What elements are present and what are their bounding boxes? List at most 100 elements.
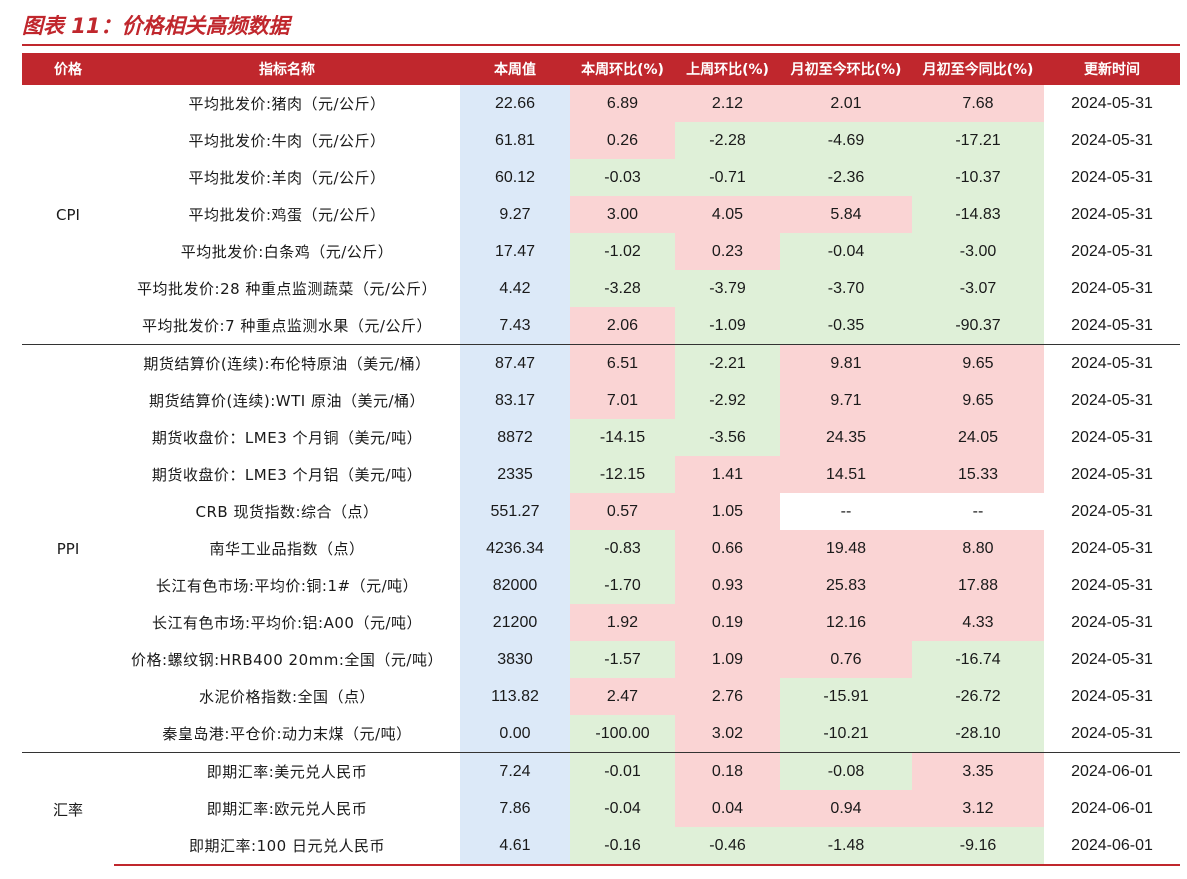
prev-wow-cell: 3.02 xyxy=(675,715,780,753)
indicator-name-cell: 平均批发价:7 种重点监测水果（元/公斤） xyxy=(142,317,432,335)
table-row: 期货收盘价：LME3 个月铜（美元/吨） 8872 -14.15 -3.56 24.35… xyxy=(22,419,1180,456)
mtd-mom-cell: 2.01 xyxy=(780,85,912,122)
header-prev-wow: 上周环比(%) xyxy=(675,53,780,85)
mtd-yoy-cell: -17.21 xyxy=(912,122,1044,159)
mtd-mom-cell: -0.08 xyxy=(780,752,912,790)
week-value-cell: 4.61 xyxy=(460,827,570,866)
table-row: 汇率 即期汇率:美元兑人民币 7.24 -0.01 0.18 -0.08 3.35 2024-… xyxy=(22,752,1180,865)
wow-cell: -0.83 xyxy=(570,530,675,567)
table-row: 平均批发价:羊肉（元/公斤） 60.12 -0.03 -0.71 -2.36 -10.37… xyxy=(22,159,1180,196)
wow-cell: 3.00 xyxy=(570,196,675,233)
updated-date-cell: 2024-05-31 xyxy=(1071,391,1153,409)
week-value-cell: 4.42 xyxy=(460,270,570,307)
mtd-mom-cell: -15.91 xyxy=(780,678,912,715)
indicator-name-cell: 平均批发价:猪肉（元/公斤） xyxy=(188,95,386,113)
indicator-name-cell: 长江有色市场:平均价:铜:1#（元/吨） xyxy=(155,577,419,595)
updated-date-cell: 2024-05-31 xyxy=(1071,465,1153,483)
mtd-yoy-cell: -16.74 xyxy=(912,641,1044,678)
mtd-yoy-cell: 8.80 xyxy=(912,530,1044,567)
week-value-cell: 551.27 xyxy=(460,493,570,530)
updated-date-cell: 2024-05-31 xyxy=(1071,316,1153,334)
indicator-name-cell: 秦皇岛港:平仓价:动力末煤（元/吨） xyxy=(162,725,412,743)
wow-cell: -1.57 xyxy=(570,641,675,678)
wow-cell: -0.03 xyxy=(570,159,675,196)
week-value-cell: 60.12 xyxy=(460,159,570,196)
indicator-name-cell: 期货结算价(连续):WTI 原油（美元/桶） xyxy=(149,392,425,410)
prev-wow-cell: 0.19 xyxy=(675,604,780,641)
table-row: 平均批发价:28 种重点监测蔬菜（元/公斤） 4.42 -3.28 -3.79 -3.7… xyxy=(22,270,1180,307)
updated-date-cell: 2024-06-01 xyxy=(1044,752,1180,790)
updated-date-cell: 2024-06-01 xyxy=(1071,799,1153,817)
indicator-name-cell: 平均批发价:牛肉（元/公斤） xyxy=(188,132,386,150)
table-row: PPI 期货结算价(连续):布伦特原油（美元/桶） 87.47 6.51 -2.21 9.… xyxy=(22,344,1180,753)
prev-wow-cell: -0.71 xyxy=(675,159,780,196)
updated-date-cell: 2024-05-31 xyxy=(1071,502,1153,520)
wow-cell: 2.06 xyxy=(570,307,675,345)
indicator-name-cell: 期货收盘价：LME3 个月铜（美元/吨） xyxy=(151,429,423,447)
indicator-name-cell: 即期汇率:美元兑人民币 xyxy=(114,752,460,790)
prev-wow-cell: 0.18 xyxy=(675,752,780,790)
week-value-cell: 0.00 xyxy=(460,715,570,753)
indicator-name-cell: 平均批发价:白条鸡（元/公斤） xyxy=(180,243,394,261)
week-value-cell: 82000 xyxy=(460,567,570,604)
mtd-mom-cell: -10.21 xyxy=(780,715,912,753)
wow-cell: 6.51 xyxy=(570,344,675,382)
updated-date-cell: 2024-05-31 xyxy=(1044,344,1180,382)
updated-date-cell: 2024-05-31 xyxy=(1071,279,1153,297)
mtd-yoy-cell: 17.88 xyxy=(912,567,1044,604)
prev-wow-cell: 1.41 xyxy=(675,456,780,493)
wow-cell: 7.01 xyxy=(570,382,675,419)
prev-wow-cell: 0.93 xyxy=(675,567,780,604)
mtd-yoy-cell: 3.12 xyxy=(912,790,1044,827)
week-value-cell: 17.47 xyxy=(460,233,570,270)
table-row: 即期汇率:100 日元兑人民币 4.61 -0.16 -0.46 -1.48 -9.16 2… xyxy=(22,827,1180,866)
mtd-mom-cell: -2.36 xyxy=(780,159,912,196)
week-value-cell: 4236.34 xyxy=(460,530,570,567)
mtd-mom-cell: -0.35 xyxy=(780,307,912,345)
mtd-mom-cell: 0.76 xyxy=(780,641,912,678)
updated-date-cell: 2024-05-31 xyxy=(1071,205,1153,223)
header-mtd-yoy: 月初至今同比(%) xyxy=(912,53,1044,85)
updated-date-cell: 2024-05-31 xyxy=(1071,242,1153,260)
wow-cell: -14.15 xyxy=(570,419,675,456)
indicator-name-cell: 平均批发价:羊肉（元/公斤） xyxy=(188,169,386,187)
header-wow: 本周环比(%) xyxy=(570,53,675,85)
wow-cell: -100.00 xyxy=(570,715,675,753)
updated-date-cell: 2024-05-31 xyxy=(1071,613,1153,631)
mtd-yoy-cell: -90.37 xyxy=(912,307,1044,345)
mtd-yoy-cell: -26.72 xyxy=(912,678,1044,715)
week-value-cell: 7.24 xyxy=(460,752,570,790)
wow-cell: -1.70 xyxy=(570,567,675,604)
indicator-name-cell: 即期汇率:欧元兑人民币 xyxy=(206,800,368,818)
wow-cell: -0.16 xyxy=(570,827,675,866)
header-indicator: 指标名称 xyxy=(114,53,460,85)
week-value-cell: 87.47 xyxy=(460,344,570,382)
indicator-name-cell: 长江有色市场:平均价:铝:A00（元/吨） xyxy=(151,614,423,632)
mtd-mom-cell: 9.81 xyxy=(780,344,912,382)
week-value-cell: 3830 xyxy=(460,641,570,678)
wow-cell: 0.26 xyxy=(570,122,675,159)
mtd-yoy-cell: 15.33 xyxy=(912,456,1044,493)
indicator-name-cell: 期货收盘价：LME3 个月铝（美元/吨） xyxy=(151,466,423,484)
mtd-yoy-cell: 24.05 xyxy=(912,419,1044,456)
prev-wow-cell: -1.09 xyxy=(675,307,780,345)
wow-cell: 0.57 xyxy=(570,493,675,530)
table-row: 水泥价格指数:全国（点） 113.82 2.47 2.76 -15.91 -26.72 20… xyxy=(22,678,1180,715)
updated-date-cell: 2024-05-31 xyxy=(1071,650,1153,668)
prev-wow-cell: -2.21 xyxy=(675,344,780,382)
table-body: CPI 平均批发价:猪肉（元/公斤） 22.66 6.89 2.12 2.01 7.68 20… xyxy=(22,85,1180,866)
mtd-mom-cell: -3.70 xyxy=(780,270,912,307)
mtd-mom-cell: 24.35 xyxy=(780,419,912,456)
table-row: 平均批发价:7 种重点监测水果（元/公斤） 7.43 2.06 -1.09 -0.35-… xyxy=(22,307,1180,345)
mtd-yoy-cell: -- xyxy=(912,493,1044,530)
table-row: CRB 现货指数:综合（点） 551.27 0.57 1.05 -- -- 2024-05-… xyxy=(22,493,1180,530)
week-value-cell: 8872 xyxy=(460,419,570,456)
title-divider xyxy=(22,44,1180,46)
indicator-name-cell: 即期汇率:100 日元兑人民币 xyxy=(114,827,460,866)
table-row: 平均批发价:白条鸡（元/公斤） 17.47 -1.02 0.23 -0.04 -3.00 2… xyxy=(22,233,1180,270)
header-mtd-mom: 月初至今环比(%) xyxy=(780,53,912,85)
mtd-mom-cell: 0.94 xyxy=(780,790,912,827)
mtd-yoy-cell: 9.65 xyxy=(912,344,1044,382)
wow-cell: -0.01 xyxy=(570,752,675,790)
prev-wow-cell: 2.12 xyxy=(675,85,780,122)
